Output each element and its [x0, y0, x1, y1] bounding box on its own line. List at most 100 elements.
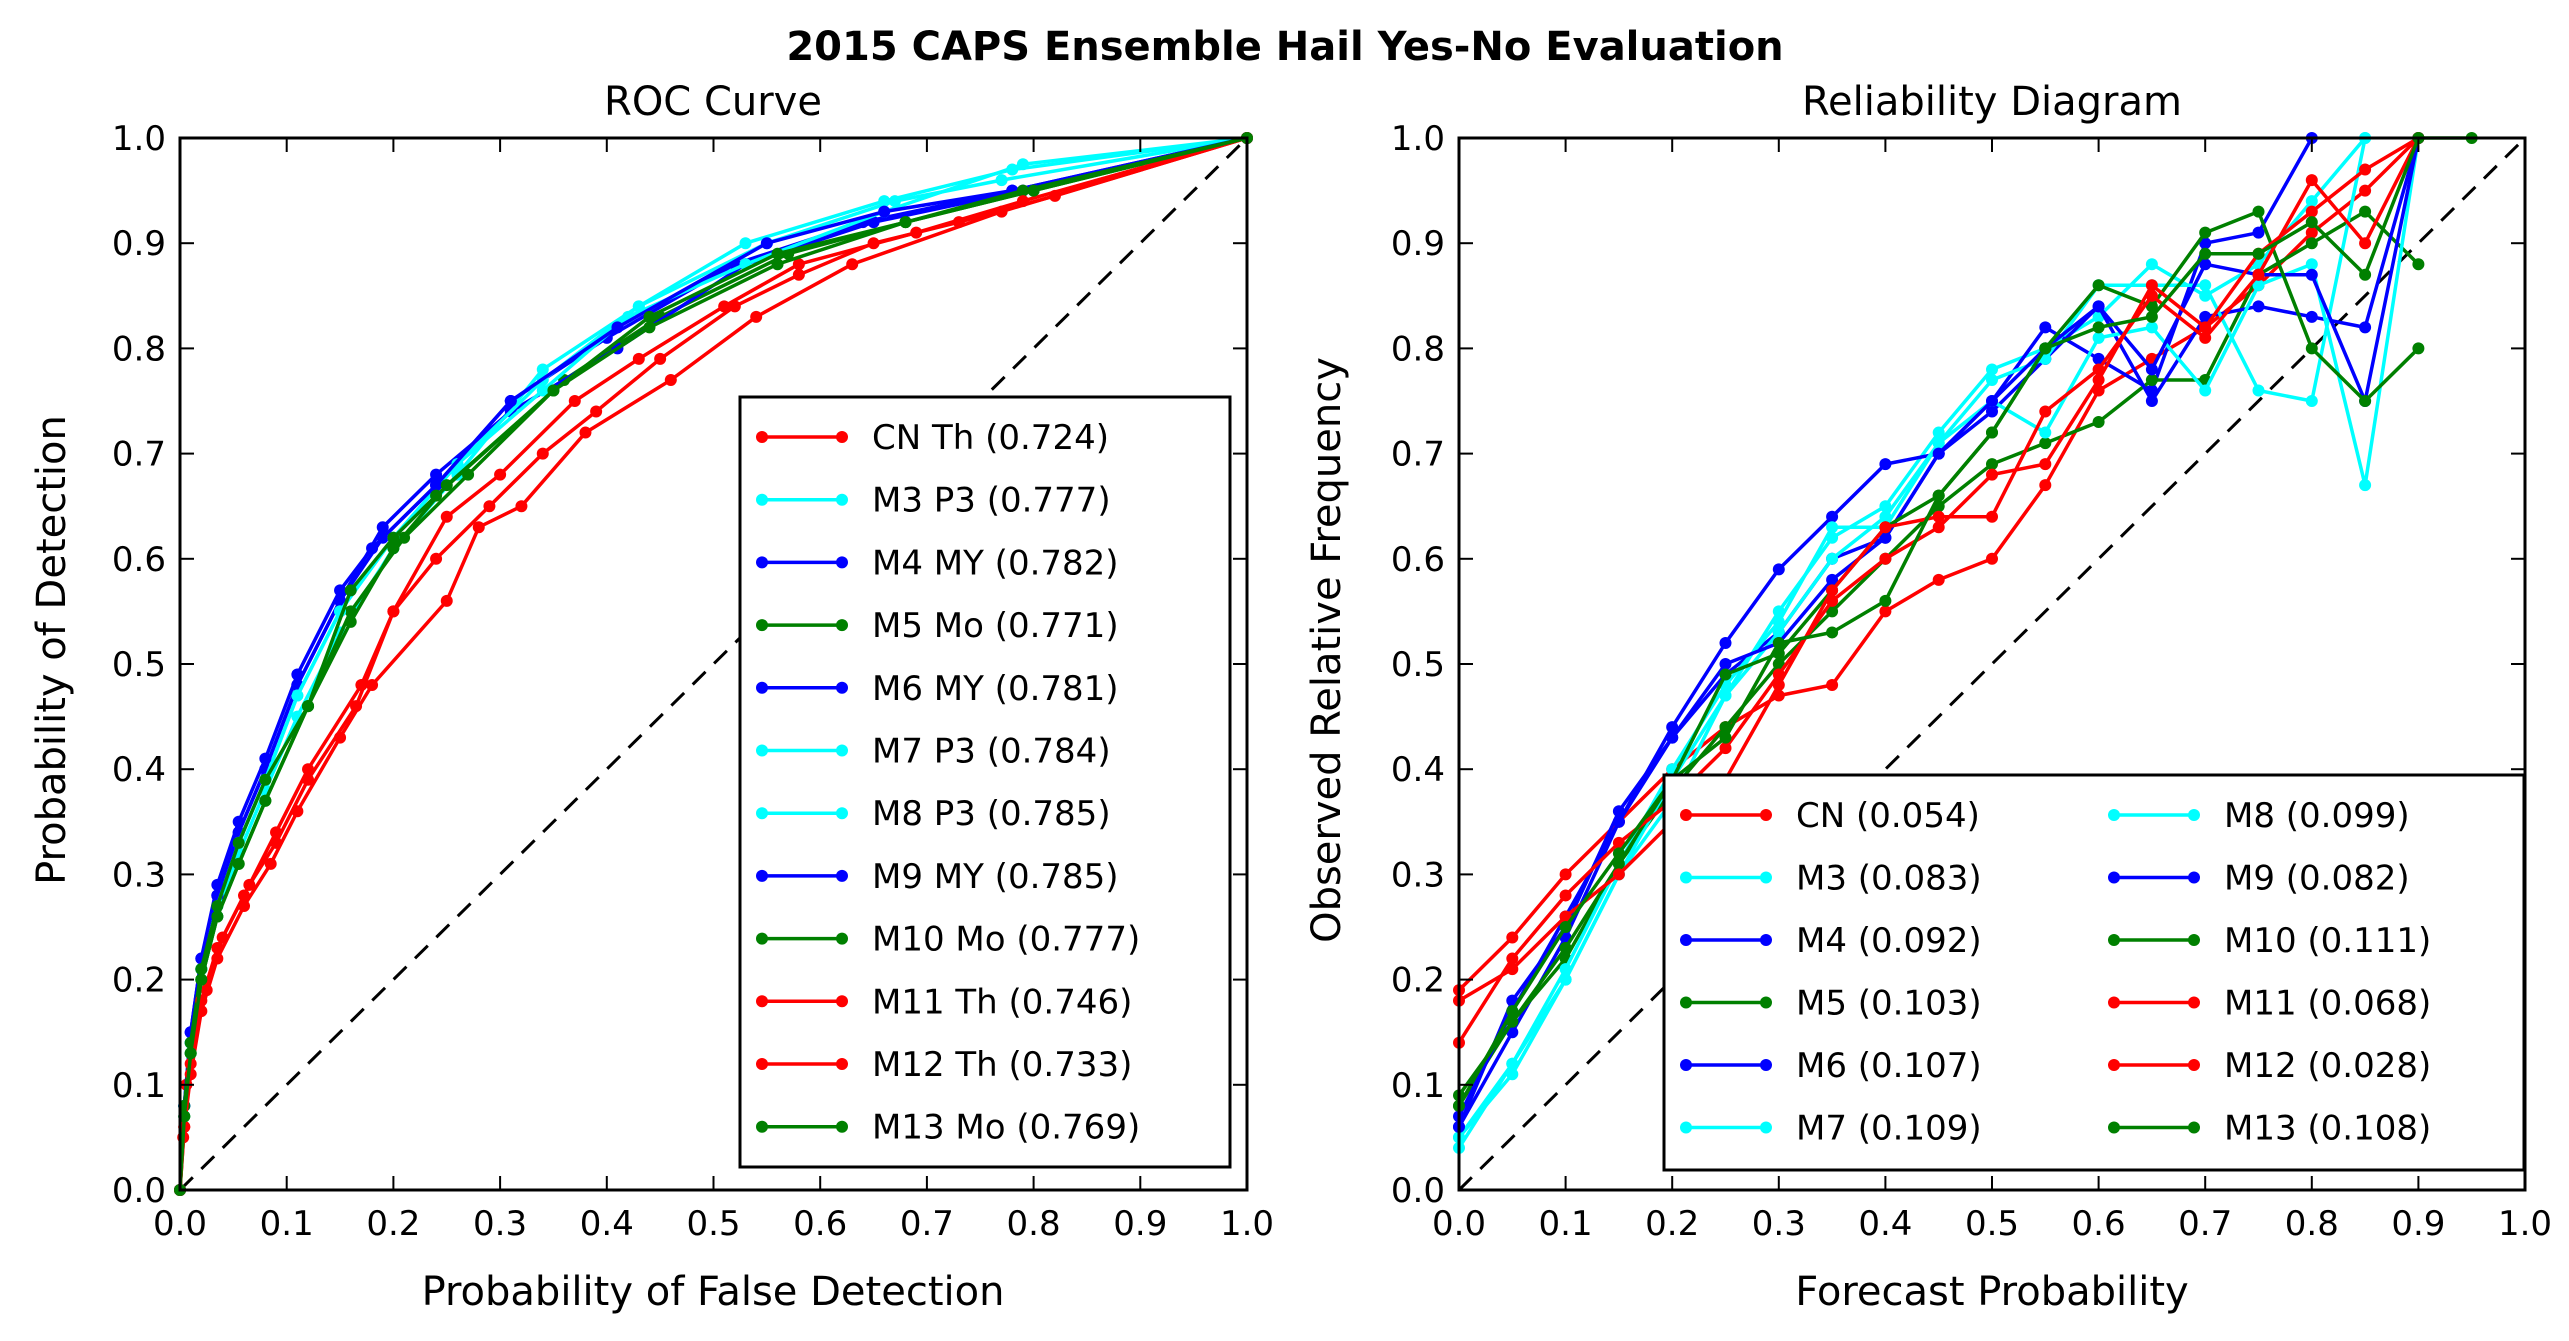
reliability-data-point: [2039, 321, 2052, 334]
reliability-data-point: [2145, 300, 2158, 313]
roc-legend-marker: [756, 493, 768, 506]
roc-y-axis-label: Probability of Detection: [29, 415, 75, 885]
reliability-data-point: [1826, 584, 1839, 597]
roc-data-point: [579, 426, 592, 439]
roc-y-tick-label: 1.0: [112, 119, 166, 159]
reliability-x-tick-label: 0.9: [2391, 1204, 2445, 1244]
reliability-data-point: [2305, 226, 2318, 239]
reliability-data-point: [2092, 352, 2105, 365]
reliability-series-line: [1457, 137, 2367, 1149]
reliability-data-point: [1932, 447, 1945, 460]
roc-y-tick-label: 0.7: [112, 435, 166, 475]
roc-data-point: [211, 910, 224, 923]
roc-data-point: [291, 668, 304, 681]
reliability-data-point: [1879, 521, 1892, 534]
roc-data-point: [718, 300, 731, 313]
reliability-data-point: [2199, 279, 2212, 292]
roc-data-point: [259, 752, 272, 765]
roc-data-point: [366, 542, 379, 555]
roc-legend-item: M7 P3 (0.784): [756, 732, 1111, 772]
reliability-x-tick-label: 0.8: [2285, 1204, 2339, 1244]
reliability-data-point: [2199, 237, 2212, 250]
roc-data-point: [1027, 184, 1040, 197]
reliability-x-tick-label: 0.3: [1752, 1204, 1806, 1244]
roc-legend-marker: [756, 744, 768, 757]
reliability-data-point: [2359, 163, 2372, 176]
roc-data-point: [472, 521, 485, 534]
reliability-data-point: [1719, 742, 1732, 755]
roc-data-point: [387, 605, 400, 618]
reliability-x-tick-label: 0.0: [1432, 1204, 1486, 1244]
roc-legend-label: M6 MY (0.781): [872, 669, 1119, 709]
roc-legend-item: M9 MY (0.785): [756, 857, 1119, 897]
reliability-legend-marker: [2188, 1121, 2200, 1134]
roc-data-point: [232, 836, 245, 849]
roc-data-point: [995, 205, 1008, 218]
roc-data-point: [366, 679, 379, 692]
reliability-data-point: [2199, 247, 2212, 260]
reliability-data-point: [1986, 363, 1998, 376]
reliability-data-point: [2359, 479, 2372, 492]
reliability-data-point: [1772, 563, 1785, 576]
reliability-legend-marker: [2108, 996, 2120, 1009]
reliability-data-point: [1986, 458, 1998, 471]
reliability-legend-item: M7 (0.109): [1680, 1109, 1982, 1149]
roc-data-point: [846, 258, 859, 271]
roc-data-point: [344, 615, 357, 628]
reliability-data-point: [2359, 395, 2372, 407]
reliability-data-point: [1986, 468, 1998, 481]
reliability-legend-marker: [2188, 809, 2200, 821]
roc-legend-label: M12 Th (0.733): [872, 1045, 1132, 1085]
roc-legend-label: M9 MY (0.785): [872, 857, 1119, 897]
roc-legend-marker: [756, 556, 768, 569]
reliability-data-point: [2092, 279, 2105, 292]
roc-legend-marker: [836, 619, 848, 632]
reliability-data-point: [2039, 479, 2052, 492]
roc-data-point: [440, 479, 453, 492]
reliability-data-point: [1826, 573, 1839, 586]
reliability-x-tick-label: 0.2: [1645, 1204, 1699, 1244]
roc-legend-marker: [836, 556, 848, 569]
roc-data-point: [232, 857, 245, 870]
reliability-data-point: [2252, 384, 2265, 397]
reliability-data-point: [1772, 658, 1785, 670]
roc-legend-item: M4 MY (0.782): [756, 543, 1119, 583]
reliability-legend-marker: [1760, 1121, 1772, 1134]
reliability-legend-label: M9 (0.082): [2224, 859, 2410, 899]
roc-data-point: [888, 195, 901, 208]
reliability-data-point: [1986, 552, 1998, 565]
reliability-data-point: [2252, 300, 2265, 313]
roc-x-tick-label: 0.3: [473, 1204, 527, 1244]
roc-data-point: [632, 352, 645, 365]
reliability-legend-marker: [2108, 1059, 2120, 1071]
reliability-data-point: [2305, 310, 2318, 323]
reliability-data-point: [2145, 279, 2158, 292]
roc-legend-label: M13 Mo (0.769): [872, 1108, 1140, 1148]
reliability-legend-item: M8 (0.099): [2108, 796, 2410, 836]
reliability-data-point: [2092, 321, 2105, 334]
reliability-data-point: [2039, 458, 2052, 471]
reliability-data-point: [1612, 857, 1625, 870]
reliability-legend-marker: [2108, 934, 2120, 946]
roc-x-tick-label: 0.9: [1113, 1204, 1167, 1244]
reliability-data-point: [1559, 963, 1572, 976]
reliability-data-point: [2145, 373, 2158, 386]
reliability-legend-item: M12 (0.028): [2108, 1046, 2431, 1086]
reliability-legend-marker: [1680, 1121, 1692, 1134]
reliability-y-tick-label: 0.3: [1391, 855, 1445, 895]
roc-data-point: [238, 899, 251, 912]
reliability-data-point: [1986, 373, 1998, 386]
reliability-data-point: [1986, 395, 1998, 407]
reliability-data-point: [1986, 405, 1998, 418]
reliability-data-point: [2092, 300, 2105, 313]
roc-y-tick-label: 0.6: [112, 540, 166, 580]
reliability-data-point: [1559, 921, 1572, 933]
reliability-data-point: [1559, 889, 1572, 902]
roc-data-point: [899, 216, 912, 229]
roc-legend-item: M13 Mo (0.769): [756, 1108, 1140, 1148]
reliability-legend-label: M12 (0.028): [2224, 1046, 2431, 1086]
reliability-data-point: [1612, 805, 1625, 818]
reliability-data-point: [1772, 679, 1785, 692]
reliability-legend-marker: [1760, 809, 1772, 821]
reliability-legend-marker: [1760, 1059, 1772, 1071]
